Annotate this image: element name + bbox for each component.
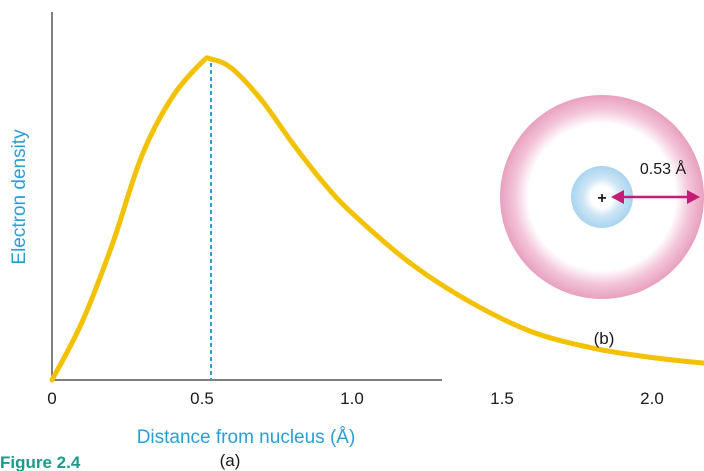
x-tick-label: 2.0	[640, 389, 664, 408]
panel-a-label: (a)	[220, 451, 241, 470]
electron-density-curve	[49, 55, 704, 383]
nucleus-cloud	[571, 166, 633, 228]
orbit-diagram: + 0.53 Å (b)	[500, 95, 704, 348]
x-tick-label: 0.5	[190, 389, 214, 408]
radius-label: 0.53 Å	[640, 159, 687, 178]
x-axis-label: Distance from nucleus (Å)	[137, 427, 356, 448]
radius-arrow-right-head	[687, 190, 700, 204]
figure-caption: Figure 2.4	[0, 453, 81, 471]
y-axis-label: Electron density	[9, 129, 30, 265]
radius-arrow-left-head	[611, 190, 624, 204]
x-tick-label: 0	[47, 389, 56, 408]
x-axis-ticks: 0 0.5 1.0 1.5 2.0	[47, 389, 664, 408]
panel-b-label: (b)	[594, 329, 615, 348]
x-tick-label: 1.0	[340, 389, 364, 408]
x-tick-label: 1.5	[490, 389, 514, 408]
electron-density-plot: 0 0.5 1.0 1.5 2.0 Electron density Distance …	[9, 12, 704, 470]
nucleus-symbol: +	[597, 190, 606, 207]
